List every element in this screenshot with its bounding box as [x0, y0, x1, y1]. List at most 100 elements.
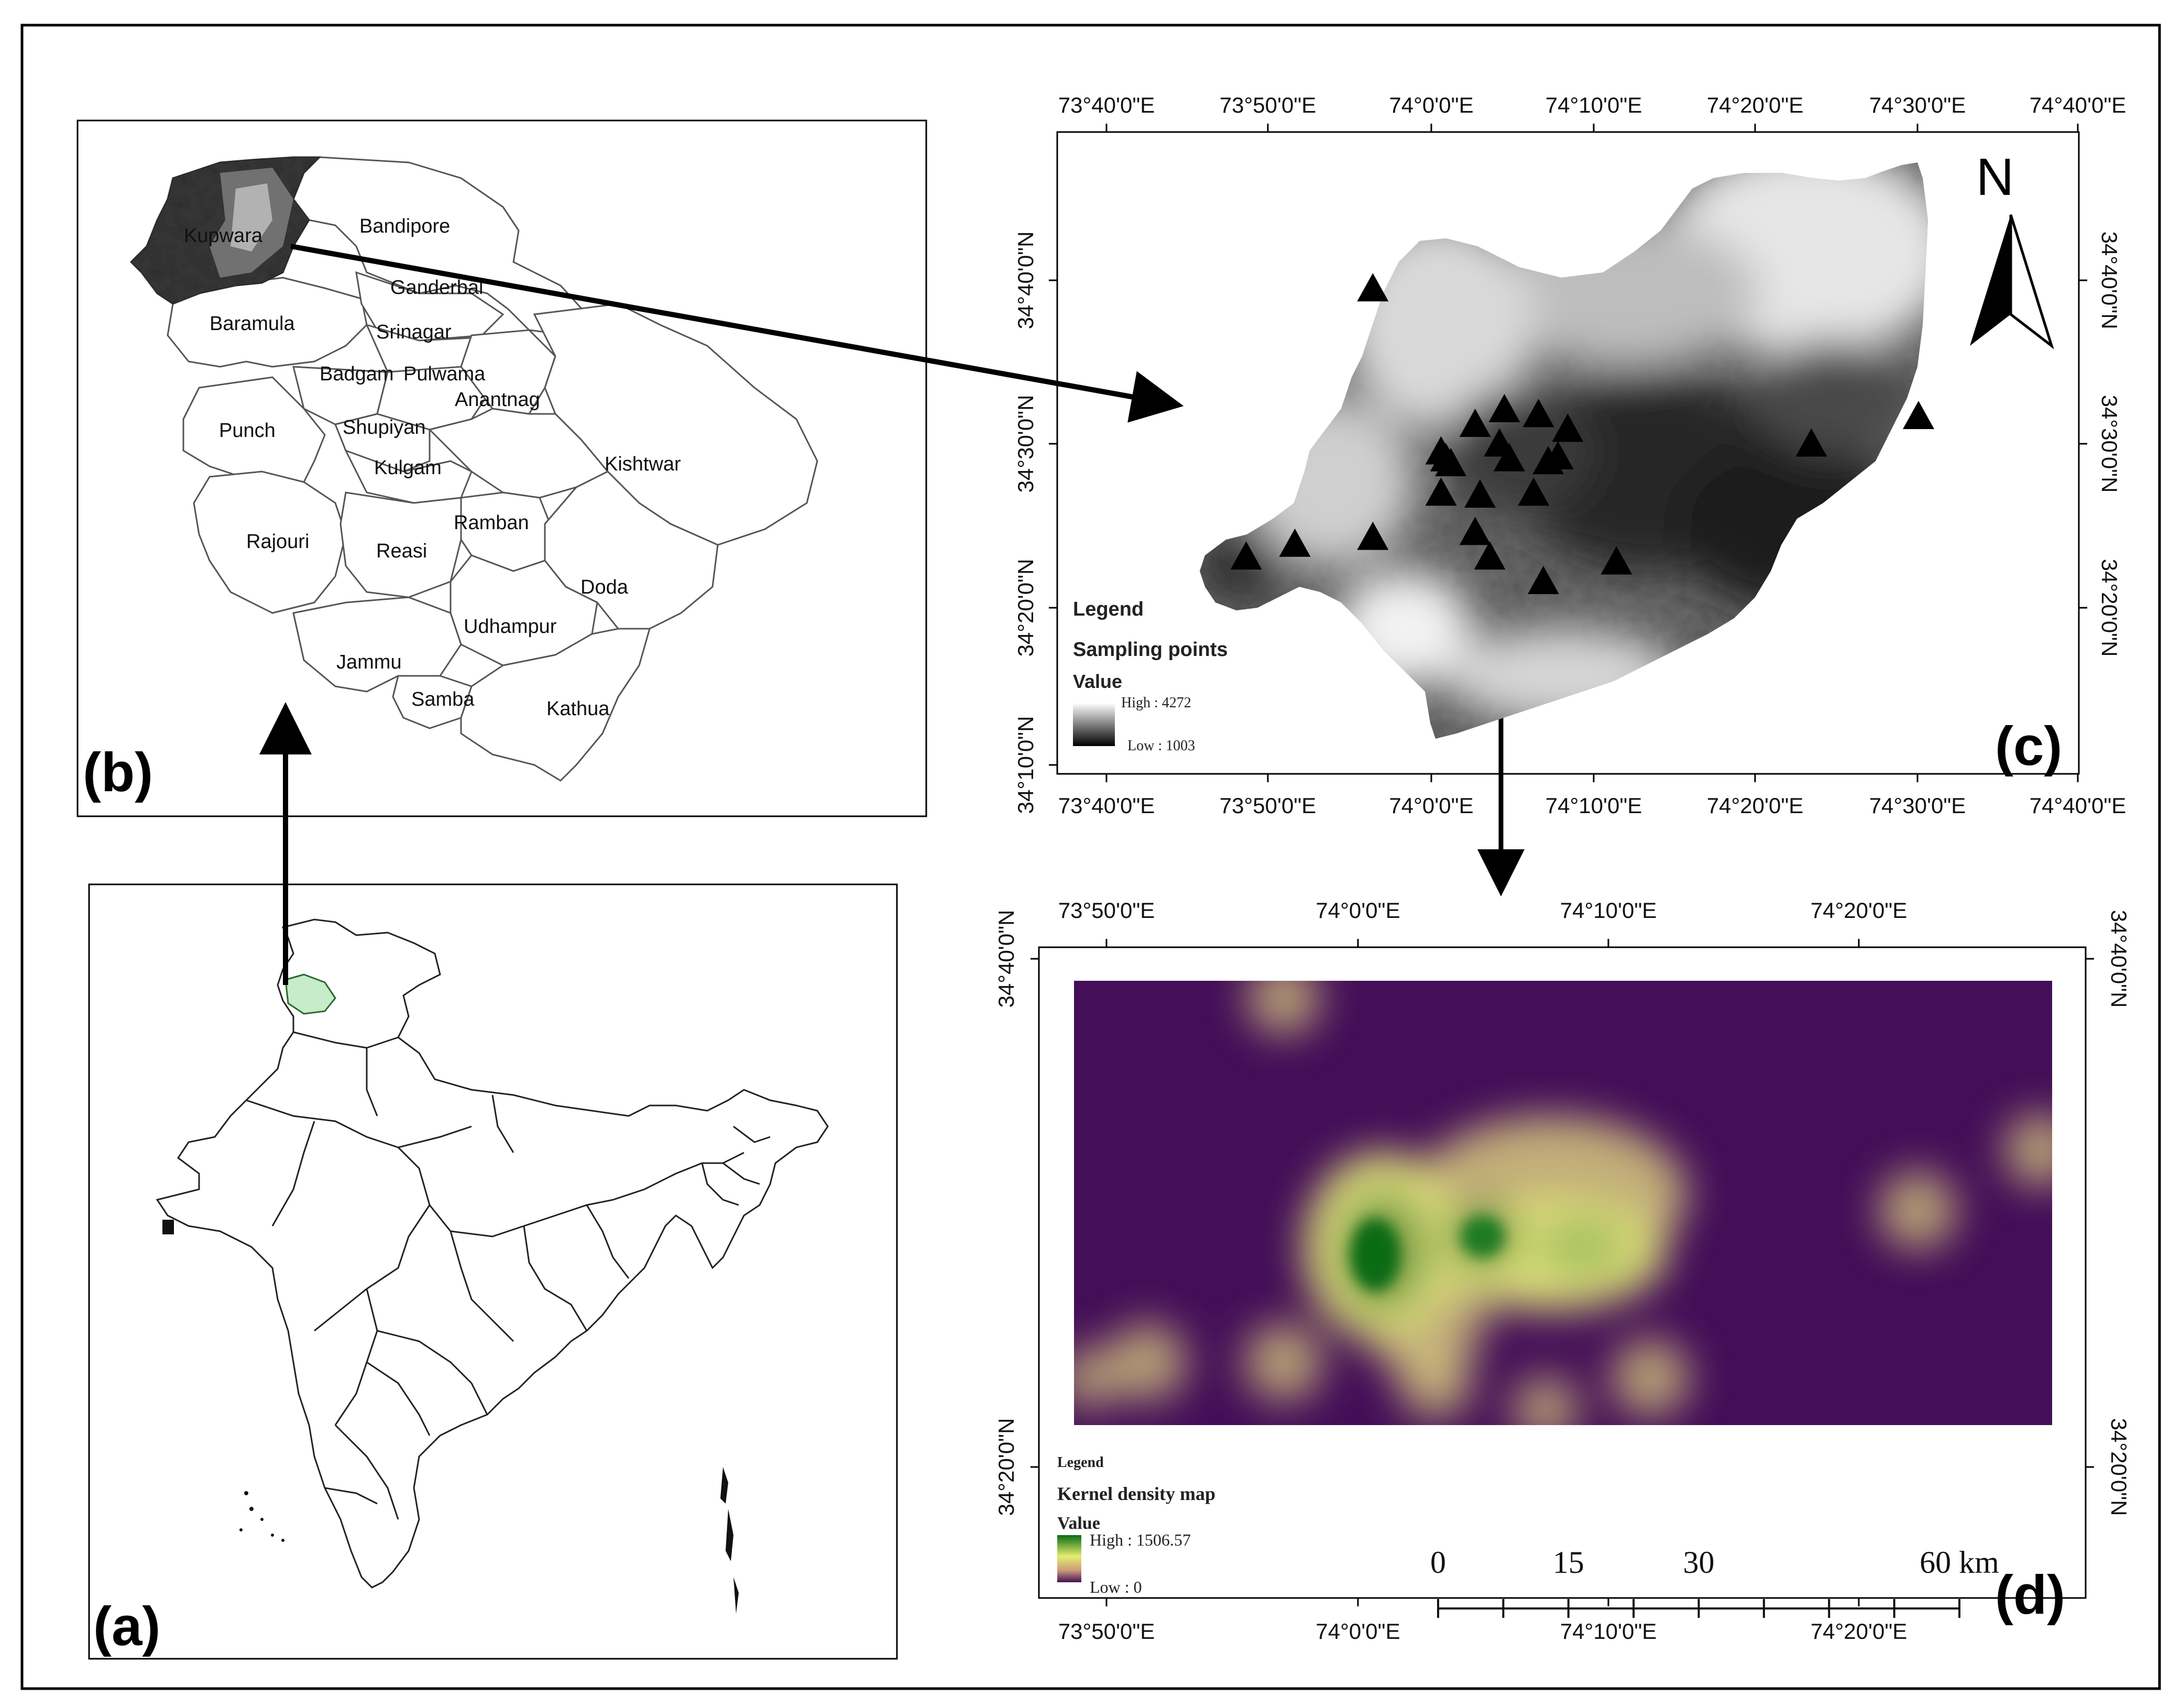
- tick-label-c-left: 34°30'0"N: [1013, 395, 1038, 493]
- tick-label-c-left: 34°10'0"N: [1013, 716, 1038, 814]
- label-ramban: Ramban: [454, 512, 529, 534]
- district-bandipore-shape: [292, 156, 588, 336]
- tick-label-c-bottom: 74°20'0"E: [1707, 793, 1804, 818]
- label-kulgam: Kulgam: [374, 457, 442, 479]
- panel-a-frame: [88, 883, 898, 1660]
- district-samba-shape: [392, 675, 473, 729]
- district-baramula-shape: [167, 277, 368, 368]
- panel-c-ticks: 73°40'0"E 73°50'0"E 74°0'0"E 74°10'0"E 74°20…: [1013, 93, 2126, 818]
- tick-label-c-top: 74°40'0"E: [2030, 93, 2127, 117]
- panel-b: Kupwara Bandipore Ganderbal Baramula Sri…: [76, 119, 927, 817]
- label-badgam: Badgam: [320, 363, 394, 385]
- tick-label-c-left: 34°40'0"N: [1013, 232, 1038, 330]
- tick-label-d-right: 34°40'0"N: [2107, 910, 2131, 1008]
- label-srinagar: Srinagar: [376, 321, 452, 343]
- legend-d-value: Value: [1057, 1514, 1100, 1533]
- tick-label-d-left: 34°40'0"N: [994, 910, 1018, 1008]
- sampling-point-marker: [1474, 541, 1506, 570]
- tick-label-c-bottom: 74°30'0"E: [1869, 793, 1966, 818]
- scale-bar-label: 0: [1430, 1545, 1446, 1580]
- tick-label-d-top: 74°20'0"E: [1811, 898, 1908, 923]
- label-kathua: Kathua: [546, 698, 610, 720]
- sampling-point-marker: [1795, 428, 1827, 457]
- label-rajouri: Rajouri: [246, 531, 309, 553]
- label-baramula: Baramula: [210, 313, 295, 335]
- legend-c-ramp: [1073, 703, 1115, 746]
- legend-d-layer: Kernel density map: [1057, 1483, 1215, 1504]
- district-kathua-shape: [460, 628, 651, 782]
- dem-raster: [1200, 162, 1928, 739]
- district-kulgam-shape: [344, 449, 473, 504]
- panel-c: 73°40'0"E 73°50'0"E 74°0'0"E 74°10'0"E 74°20…: [1013, 93, 2126, 818]
- panel-d: 73°50'0"E 74°0'0"E 74°10'0"E 74°20'0"E 73°50…: [994, 898, 2131, 1644]
- tick-label-c-bottom: 73°40'0"E: [1058, 793, 1155, 818]
- legend-d-high: High : 1506.57: [1090, 1530, 1191, 1549]
- legend-c-title: Legend: [1073, 598, 1144, 620]
- label-reasi: Reasi: [376, 540, 427, 562]
- panel-d-frame: [1038, 946, 2087, 1599]
- tick-label-c-bottom: 74°0'0"E: [1389, 793, 1473, 818]
- north-arrow-left-half: [1970, 215, 2011, 346]
- tick-label-c-top: 74°30'0"E: [1869, 93, 1966, 117]
- tick-label-c-top: 74°20'0"E: [1707, 93, 1804, 117]
- legend-c-points: Sampling points: [1073, 639, 1228, 661]
- sampling-point-marker: [1279, 528, 1311, 557]
- label-punch: Punch: [219, 420, 276, 442]
- tick-label-c-top: 74°10'0"E: [1546, 93, 1642, 117]
- tick-label-d-top: 74°10'0"E: [1560, 898, 1657, 923]
- sampling-point-marker: [1493, 443, 1525, 472]
- panel-c-frame: [1056, 131, 2080, 775]
- gujarat-coast-mark: [162, 1220, 174, 1234]
- tick-label-c-left: 34°20'0"N: [1013, 559, 1038, 657]
- tick-label-c-top: 73°40'0"E: [1058, 93, 1155, 117]
- sampling-point-marker: [1230, 541, 1262, 570]
- tick-label-c-right: 34°20'0"N: [2097, 559, 2122, 657]
- label-udhampur: Udhampur: [464, 616, 557, 638]
- tick-label-d-bottom: 74°10'0"E: [1560, 1619, 1657, 1644]
- tick-label-d-bottom: 74°20'0"E: [1811, 1619, 1908, 1644]
- tick-label-c-right: 34°30'0"N: [2097, 395, 2122, 493]
- tick-label-c-bottom: 74°10'0"E: [1546, 793, 1642, 818]
- sampling-point-marker: [1357, 521, 1389, 550]
- sampling-points: [1230, 273, 1934, 594]
- tick-label-d-right: 34°20'0"N: [2107, 1418, 2131, 1516]
- sampling-point-marker: [1464, 479, 1496, 508]
- legend-c-low: Low : 1003: [1127, 738, 1195, 754]
- scale-bar-label: 15: [1553, 1545, 1584, 1580]
- sampling-point-marker: [1425, 477, 1457, 506]
- legend-c-high: High : 4272: [1121, 695, 1191, 711]
- sampling-point-marker: [1903, 401, 1934, 429]
- jk-district-boundaries: [167, 156, 818, 782]
- tick-label-d-top: 73°50'0"E: [1058, 898, 1155, 923]
- tick-label-d-bottom: 74°0'0"E: [1316, 1619, 1400, 1644]
- district-labels: Kupwara Bandipore Ganderbal Baramula Sri…: [184, 215, 681, 720]
- label-anantnag: Anantnag: [455, 389, 540, 411]
- tick-label-c-right: 34°40'0"N: [2097, 232, 2122, 330]
- panel-a: (a): [88, 883, 898, 1660]
- district-kupwara-dem: [129, 156, 322, 305]
- north-arrow: N: [1970, 148, 2054, 349]
- islands: [239, 1467, 739, 1614]
- panel-label-b: (b): [83, 742, 153, 803]
- tick-label-c-bottom: 73°50'0"E: [1220, 793, 1317, 818]
- legend-c-value: Value: [1073, 671, 1122, 692]
- tick-label-c-top: 73°50'0"E: [1220, 93, 1317, 117]
- sampling-point-marker: [1459, 409, 1491, 437]
- legend-d: Legend Kernel density map Value High : 1…: [1057, 1454, 1215, 1596]
- tick-label-d-left: 34°20'0"N: [994, 1418, 1018, 1516]
- legend-c: Legend Sampling points Value High : 4272…: [1073, 598, 1228, 754]
- arrow-b-to-c: [290, 244, 1184, 423]
- label-doda: Doda: [580, 576, 629, 598]
- jk-highlight: [284, 973, 336, 1015]
- tick-label-d-bottom: 73°50'0"E: [1058, 1619, 1155, 1644]
- legend-d-low: Low : 0: [1090, 1578, 1142, 1596]
- north-arrow-right-half: [2009, 214, 2054, 349]
- tick-label-d-top: 74°0'0"E: [1316, 898, 1400, 923]
- tick-label-c-bottom: 74°40'0"E: [2030, 793, 2127, 818]
- panel-label-c: (c): [1995, 716, 2062, 777]
- legend-d-ramp: [1057, 1535, 1081, 1582]
- tick-label-c-top: 74°0'0"E: [1389, 93, 1473, 117]
- district-anantnag-shape: [428, 408, 609, 499]
- sampling-point-marker: [1601, 546, 1632, 575]
